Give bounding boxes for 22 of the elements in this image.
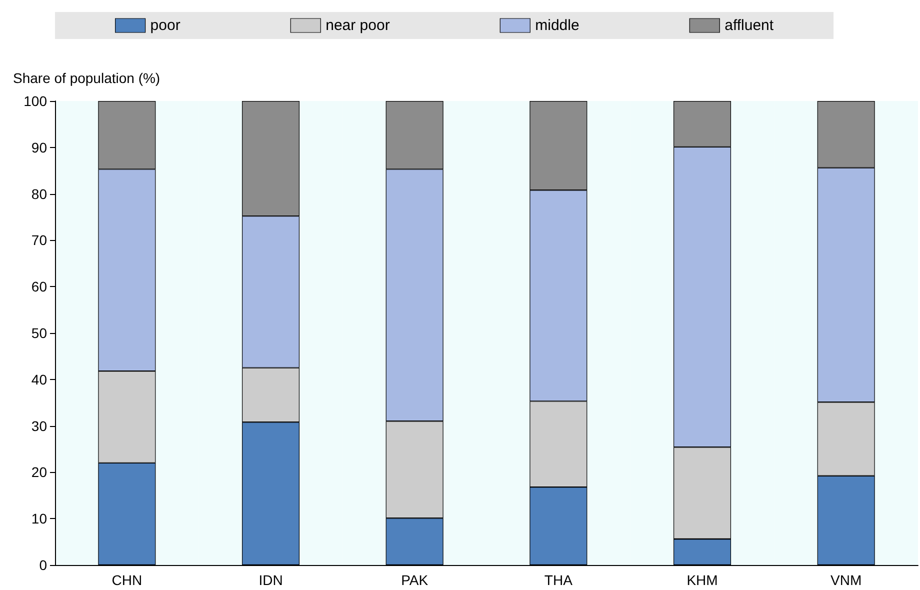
x-tick-label: VNM (830, 572, 862, 588)
y-tick-label: 90 (31, 139, 48, 156)
y-tick-label: 50 (31, 325, 48, 341)
y-tick-label: 70 (31, 232, 48, 248)
x-tick-label: CHN (112, 572, 142, 588)
y-tick-label: 30 (31, 418, 48, 434)
legend-label: middle (535, 17, 580, 34)
x-tick-label: KHM (686, 572, 718, 588)
legend-label: near poor (326, 17, 390, 34)
y-axis-title: Share of population (%) (13, 70, 160, 86)
y-tick-label: 0 (39, 557, 48, 573)
y-tick-label: 80 (31, 186, 48, 202)
y-tick-label: 20 (31, 464, 48, 480)
x-tick-label: THA (544, 572, 574, 588)
y-tick-label: 40 (31, 371, 48, 388)
y-tick-label: 10 (31, 510, 48, 527)
x-tick-label: PAK (401, 572, 429, 588)
x-tick-label: IDN (258, 572, 283, 588)
legend-label: poor (150, 17, 180, 34)
y-tick-label: 60 (31, 278, 48, 295)
legend-label: affluent (724, 17, 774, 34)
y-tick-label: 100 (24, 93, 48, 109)
